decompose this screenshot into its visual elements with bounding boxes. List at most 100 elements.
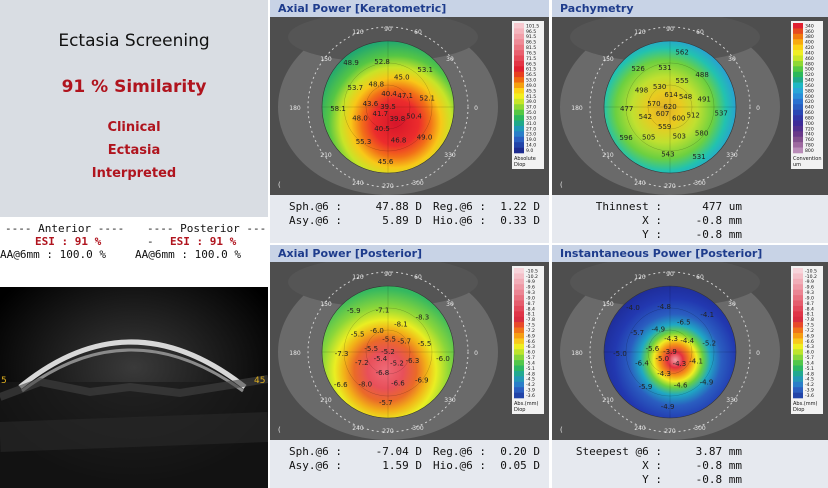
stat-label: Reg.@6 : bbox=[433, 200, 486, 213]
legend-swatch bbox=[514, 44, 524, 51]
map-value: -5.9 bbox=[347, 307, 361, 315]
legend-value: -3.9 bbox=[526, 388, 535, 394]
axis-label: 300 bbox=[694, 425, 706, 432]
legend-swatch bbox=[793, 82, 803, 89]
legend-value: 14.0 bbox=[526, 143, 536, 149]
stats-row: Y : -0.8 mm bbox=[552, 473, 828, 487]
axis-label: 90 bbox=[666, 271, 674, 278]
legend-value: 400 bbox=[805, 40, 814, 46]
legend-value: -6.3 bbox=[526, 344, 535, 350]
legend-value: -4.8 bbox=[526, 371, 535, 377]
pachymetry-title: Pachymetry bbox=[552, 0, 828, 17]
map-value: 607 bbox=[656, 110, 669, 118]
map-value: -5.7 bbox=[397, 338, 411, 346]
stat-value: -0.8 mm bbox=[695, 459, 742, 472]
legend-value: 520 bbox=[805, 72, 814, 78]
legend-swatch bbox=[793, 93, 803, 100]
axis-label: 0 bbox=[756, 105, 760, 112]
axis-label: 240 bbox=[634, 425, 646, 432]
legend-swatch bbox=[793, 333, 803, 339]
pachymetry-map[interactable]: 120 90 60 150 30 180 0 210 330 240 270 300 620 607 614… bbox=[552, 17, 828, 195]
axis-label: 270 bbox=[664, 183, 676, 190]
axis-label: 240 bbox=[634, 180, 646, 187]
axis-label: 330 bbox=[444, 152, 456, 159]
legend-value: -5.1 bbox=[526, 366, 535, 372]
legend-unit-2: Diop bbox=[514, 407, 525, 413]
legend-swatch bbox=[514, 98, 524, 105]
legend-swatch bbox=[514, 360, 524, 366]
pachymetry-color-map[interactable] bbox=[604, 41, 736, 173]
map-value: -5.7 bbox=[630, 329, 644, 337]
legend-swatch bbox=[514, 392, 524, 399]
legend-value: -4.2 bbox=[805, 382, 814, 388]
legend-value: 600 bbox=[805, 94, 814, 100]
legend-swatch bbox=[514, 60, 524, 67]
legend-value: 420 bbox=[805, 45, 814, 51]
stats-row: Sph.@6 : 47.88 D Reg.@6 : 1.22 D bbox=[270, 200, 549, 214]
map-value: -5.5 bbox=[418, 340, 432, 348]
stats-row: Steepest @6 : 3.87 mm bbox=[552, 445, 828, 459]
instantaneous-posterior-map[interactable]: 120 90 60 150 30 180 0 210 330 240 270 300 -3.9 -5.0-… bbox=[552, 262, 828, 440]
map-value: -4.4 bbox=[680, 337, 694, 345]
axis-label: 210 bbox=[320, 397, 332, 404]
map-value: -5.5 bbox=[382, 336, 396, 344]
legend-value: 45.5 bbox=[526, 88, 536, 94]
legend-value: -8.7 bbox=[526, 301, 535, 307]
legend-swatch bbox=[793, 55, 803, 62]
stat-label: Sph.@6 : bbox=[289, 200, 342, 213]
legend-swatch bbox=[514, 365, 524, 372]
axis-label: 150 bbox=[320, 301, 332, 308]
axis-label: 120 bbox=[634, 274, 646, 281]
legend-swatch bbox=[793, 322, 803, 328]
map-value: 41.7 bbox=[373, 110, 389, 118]
legend-swatch bbox=[514, 71, 524, 78]
interpretation-line1: Clinical bbox=[107, 120, 161, 135]
legend-unit: Abs.(mm) bbox=[793, 401, 817, 407]
instant_back-color-map[interactable] bbox=[604, 286, 736, 418]
map-value: -8.3 bbox=[416, 314, 430, 322]
map-value: -4.9 bbox=[661, 403, 675, 411]
map-value: -6.4 bbox=[635, 360, 649, 368]
map-value: 39.5 bbox=[380, 103, 396, 111]
axial-posterior-map[interactable]: 120 90 60 150 30 180 0 210 330 240 270 300 -5.2 -5.4-… bbox=[270, 262, 549, 440]
legend-swatch bbox=[514, 23, 524, 29]
legend-swatch bbox=[514, 125, 524, 132]
legend-swatch bbox=[793, 295, 803, 301]
legend-swatch bbox=[514, 88, 524, 94]
map-value: -4.3 bbox=[664, 335, 678, 343]
axial-keratometric-map[interactable]: 120 90 60 150 30 180 0 210 330 240 270 300 39.5 41.7 4… bbox=[270, 17, 549, 195]
axial-posterior-stats: Sph.@6 : -7.04 D Reg.@6 : 0.20 D Asy.@6 : 1.5… bbox=[270, 440, 549, 488]
legend-swatch bbox=[514, 322, 524, 328]
map-value: -3.9 bbox=[663, 348, 677, 356]
axial_front-color-map[interactable] bbox=[322, 41, 454, 173]
legend-swatch bbox=[793, 120, 803, 127]
axis-label: 150 bbox=[602, 301, 614, 308]
legend-value: -4.8 bbox=[805, 371, 814, 377]
axis-label: 30 bbox=[728, 301, 736, 308]
legend-value: -5.4 bbox=[805, 360, 814, 366]
map-value: -6.3 bbox=[406, 357, 420, 365]
map-value: 562 bbox=[675, 49, 688, 57]
legend-unit-2: Diop bbox=[514, 162, 525, 168]
svg-text:(: ( bbox=[278, 181, 281, 189]
legend-swatch bbox=[793, 354, 803, 361]
map-value: 537 bbox=[715, 110, 728, 118]
map-value: 48.8 bbox=[369, 81, 385, 89]
legend-swatch bbox=[514, 327, 524, 334]
axis-label: 210 bbox=[320, 152, 332, 159]
stat-label: Hio.@6 : bbox=[433, 459, 486, 472]
legend-swatch bbox=[793, 284, 803, 290]
legend-swatch bbox=[793, 39, 803, 45]
legend-value: -5.1 bbox=[805, 366, 814, 372]
legend-value: 19.0 bbox=[526, 137, 536, 143]
axial_back-color-map[interactable] bbox=[322, 286, 454, 418]
axis-label: 240 bbox=[352, 180, 364, 187]
legend-swatch bbox=[514, 50, 524, 56]
axis-label: 300 bbox=[694, 180, 706, 187]
map-value: 55.3 bbox=[356, 138, 372, 146]
legend-value: 49.0 bbox=[526, 83, 536, 89]
legend-swatch bbox=[793, 60, 803, 67]
legend-value: 27.0 bbox=[526, 126, 536, 132]
map-value: -4.9 bbox=[700, 379, 714, 387]
legend-value: -5.7 bbox=[526, 355, 535, 361]
